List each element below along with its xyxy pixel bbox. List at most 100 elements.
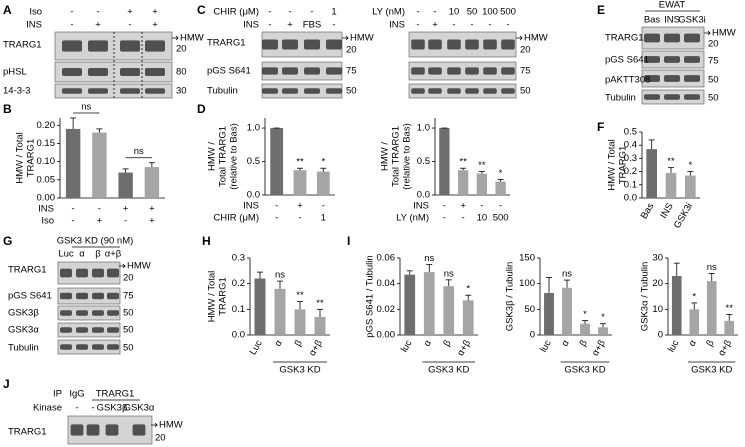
band-label: pAKTT308	[605, 75, 650, 86]
condition-value: -	[488, 20, 491, 31]
x-tick-label: α	[687, 338, 700, 349]
bar	[562, 287, 572, 335]
blot-band	[501, 88, 515, 94]
size-marker: 75	[123, 291, 134, 302]
y-tick-label: 100	[519, 278, 535, 289]
size-marker: 75	[708, 56, 719, 67]
y-tick-label: 0.20	[37, 120, 56, 131]
y-tick-label: 0.0	[247, 190, 260, 201]
condition-value: -	[96, 7, 99, 18]
y-tick-label: 0.1	[232, 304, 245, 315]
significance-label: **	[667, 156, 675, 167]
condition-value: -	[443, 213, 446, 224]
blot-strip	[408, 61, 517, 81]
blot-strip	[57, 339, 121, 355]
y-axis-label: TRARG1	[26, 139, 37, 178]
y-tick-label: 0.2	[624, 166, 637, 177]
blot-band	[60, 268, 72, 278]
blot-band	[644, 94, 660, 100]
size-marker: 50	[708, 75, 719, 86]
blot-band	[684, 33, 700, 43]
blot-band	[262, 67, 278, 75]
blot-band	[664, 56, 680, 63]
size-marker: 50	[708, 93, 719, 104]
significance-label: **	[296, 290, 304, 301]
condition-value: +	[297, 201, 303, 212]
significance-label: *	[499, 168, 503, 179]
y-tick-label: 1.0	[417, 123, 430, 134]
condition-value: -	[91, 403, 94, 414]
y-axis-label: (relative to Bas)	[229, 123, 240, 190]
blot-band	[145, 40, 165, 52]
y-tick-label: 1.0	[247, 123, 260, 134]
blot-band	[684, 56, 700, 63]
y-tick-label: 0.06	[377, 253, 396, 264]
y-tick-label: 0.05	[37, 174, 56, 185]
blot-strip	[57, 261, 121, 285]
condition-value: 10	[477, 213, 488, 224]
significance-label: ns	[424, 253, 434, 264]
blot-band	[326, 39, 342, 50]
bar	[404, 274, 416, 335]
x-tick-label: Bas	[639, 201, 657, 221]
bar	[65, 128, 81, 198]
blot-band	[60, 327, 72, 333]
x-tick-label: INS	[658, 201, 675, 220]
band-label: TRARG1	[3, 40, 42, 51]
bar	[476, 173, 488, 195]
bar	[495, 181, 506, 195]
y-tick-label: 0.5	[624, 127, 637, 138]
significance-label: *	[321, 157, 325, 168]
condition-value: -	[433, 7, 436, 18]
blot-header: EWAT	[659, 0, 686, 11]
condition-value: 1	[331, 7, 336, 18]
blot-band	[120, 40, 140, 52]
y-tick-label: 0.02	[377, 304, 396, 315]
condition-label: INS	[26, 20, 42, 31]
lane-label: GSK3i	[678, 15, 705, 26]
bar	[270, 128, 284, 195]
blot-band	[107, 327, 119, 333]
hmw-arrow	[342, 35, 349, 41]
condition-value: +	[97, 216, 103, 227]
significance-label: *	[601, 312, 605, 323]
blot-strip	[408, 83, 517, 99]
y-tick-label: 0.0	[417, 190, 430, 201]
blot-band	[262, 39, 278, 50]
bar	[274, 288, 286, 335]
condition-value: 100	[482, 7, 498, 18]
y-tick-label: 0	[658, 330, 663, 341]
size-marker: 20	[520, 45, 531, 56]
x-tick-label: β	[293, 338, 306, 349]
panel-letter: A	[3, 3, 12, 17]
blot-strip	[408, 31, 517, 58]
blot-strip	[54, 83, 173, 99]
condition-label: Kinase	[33, 403, 62, 414]
y-tick-label: 0.0	[624, 193, 637, 204]
blot-band	[76, 292, 88, 300]
size-marker: HMW	[350, 33, 374, 44]
blot-band	[465, 67, 479, 75]
significance-label: **	[459, 157, 467, 168]
significance-label: ns	[444, 268, 454, 279]
significance-label: ns	[562, 269, 572, 280]
band-label: TRARG1	[8, 427, 47, 438]
panel-letter: F	[597, 120, 604, 134]
bar	[544, 292, 554, 335]
y-axis-label: HMW /	[380, 142, 391, 171]
condition-label: INS	[38, 204, 54, 215]
condition-value: 500	[500, 7, 516, 18]
y-tick-label: 150	[519, 253, 535, 264]
blot-band	[465, 88, 479, 94]
size-marker: HMW	[159, 420, 183, 431]
bar	[685, 175, 696, 198]
y-tick-label: 0.00	[37, 193, 56, 204]
significance-label: ns	[81, 102, 91, 113]
size-marker: HMW	[524, 33, 548, 44]
panel-letter: J	[3, 377, 10, 391]
blot-band	[145, 88, 165, 94]
bar	[689, 309, 700, 335]
bar	[439, 128, 450, 195]
y-axis-label: TRARG1	[618, 146, 629, 185]
blot-band	[92, 310, 104, 316]
